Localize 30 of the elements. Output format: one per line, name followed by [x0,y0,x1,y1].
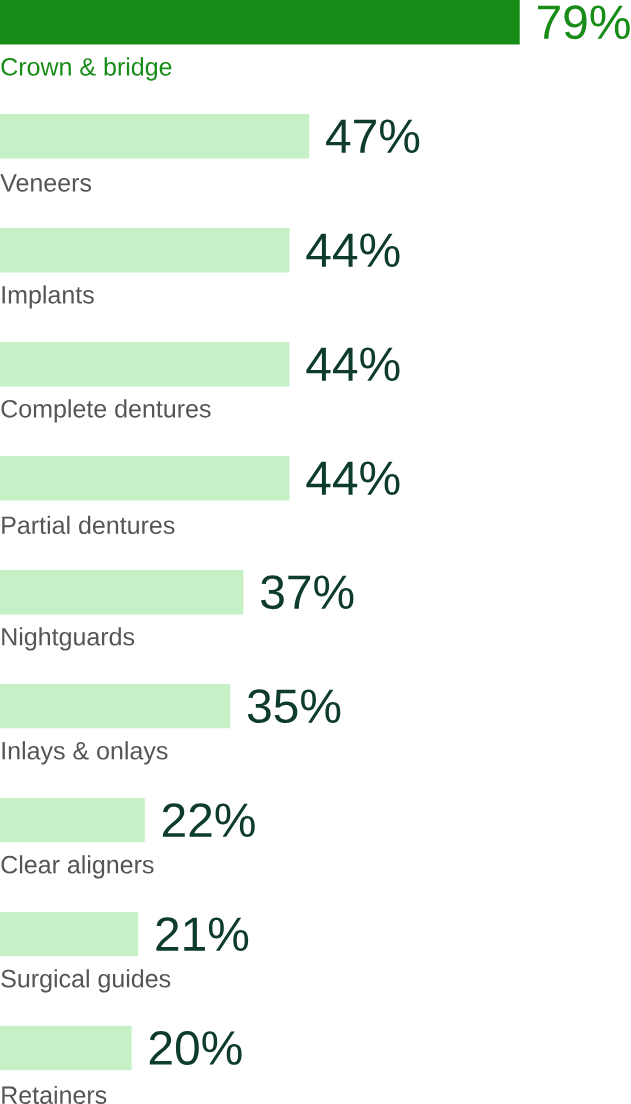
y-tick-label: Surgical guides [1,969,170,993]
bar [0,683,231,729]
data-label: 44% [306,233,400,267]
bar [0,341,290,387]
y-tick-label: Retainers [2,1085,107,1104]
y-tick-label: Implants [2,285,94,309]
y-tick-label: Inlays & onlays [2,741,168,765]
y-tick-label: Veneers [0,174,91,192]
y-tick-label: Crown & bridge [1,57,172,81]
y-tick-label: Clear aligners [1,855,154,879]
data-label: 47% [325,119,419,153]
bar [0,911,138,957]
bar [0,1025,132,1071]
data-label: 35% [247,689,341,724]
data-label: 22% [162,803,255,837]
bar [0,0,520,45]
y-tick-label: Partial dentures [2,515,175,535]
data-label: 37% [260,575,354,610]
data-label: 20% [149,1031,242,1066]
y-tick-label: Complete dentures [1,399,211,423]
data-label: 44% [306,461,400,495]
bar [0,114,309,159]
bar [0,455,290,501]
data-label: 21% [156,917,248,951]
data-label: 44% [306,347,400,381]
bar [0,569,244,615]
data-label: 79% [537,5,630,40]
bar [0,227,290,273]
bar [0,797,145,843]
y-tick-label: Nightguards [2,627,134,651]
